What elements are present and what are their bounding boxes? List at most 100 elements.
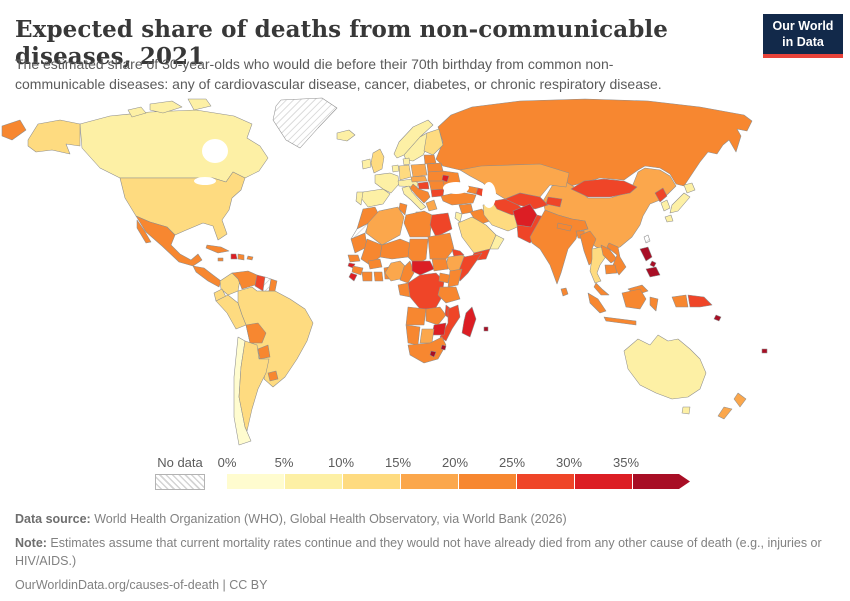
- country-malaysia[interactable]: [593, 282, 610, 296]
- legend-bin-15-20[interactable]: [401, 474, 459, 489]
- country-uruguay[interactable]: [267, 370, 279, 382]
- country-uzbekistan[interactable]: [504, 192, 549, 210]
- country-zambia[interactable]: [425, 306, 447, 326]
- country-iceland[interactable]: [336, 129, 356, 142]
- country-egypt[interactable]: [429, 212, 453, 238]
- country-angola[interactable]: [405, 306, 427, 326]
- country-hungary[interactable]: [417, 181, 430, 190]
- country-lesotho[interactable]: [429, 350, 437, 358]
- country-papua-new-guinea[interactable]: [687, 294, 713, 308]
- country-new-zealand[interactable]: [717, 392, 747, 420]
- country-argentina[interactable]: [238, 340, 270, 432]
- country-botswana[interactable]: [419, 328, 435, 344]
- country-nepal[interactable]: [556, 222, 573, 232]
- country-mozambique[interactable]: [439, 304, 461, 342]
- country-ivory-coast[interactable]: [361, 271, 373, 282]
- legend-bin-30-35[interactable]: [575, 474, 633, 489]
- country-guinea[interactable]: [351, 265, 364, 276]
- country-portugal[interactable]: [355, 191, 364, 206]
- country-ghana[interactable]: [373, 271, 384, 282]
- country-solomon-islands[interactable]: [713, 314, 722, 322]
- country-laos[interactable]: [600, 244, 618, 264]
- country-poland[interactable]: [410, 163, 428, 178]
- country-russia-chukotka[interactable]: [1, 119, 27, 141]
- country-south-africa[interactable]: [407, 336, 447, 364]
- country-uganda[interactable]: [438, 272, 451, 284]
- legend-bin-10-15[interactable]: [343, 474, 401, 489]
- country-mexico[interactable]: [135, 215, 203, 267]
- country-sudan[interactable]: [427, 232, 455, 260]
- country-gabon-congo[interactable]: [397, 282, 411, 298]
- country-paraguay[interactable]: [257, 344, 271, 360]
- country-dominican-republic[interactable]: [237, 253, 245, 261]
- country-libya[interactable]: [403, 210, 433, 238]
- country-tanzania[interactable]: [437, 286, 461, 304]
- country-french-guiana[interactable]: [268, 278, 278, 292]
- country-kenya[interactable]: [447, 268, 463, 288]
- country-vietnam[interactable]: [606, 242, 627, 276]
- legend-bin-35-plus[interactable]: [633, 474, 690, 489]
- country-balkans[interactable]: [409, 183, 431, 204]
- country-central-african-republic[interactable]: [411, 260, 435, 276]
- country-japan[interactable]: [664, 182, 696, 223]
- country-fiji[interactable]: [761, 348, 768, 354]
- country-mauritius[interactable]: [483, 326, 489, 332]
- legend-bin-20-25[interactable]: [459, 474, 517, 489]
- country-greenland[interactable]: [272, 97, 338, 149]
- country-canada-arctic-islands[interactable]: [127, 98, 212, 118]
- country-czech-slovakia[interactable]: [410, 175, 428, 183]
- country-australia[interactable]: [623, 334, 707, 400]
- owid-logo[interactable]: Our World in Data: [763, 14, 843, 59]
- country-baltics[interactable]: [423, 154, 437, 165]
- country-philippines[interactable]: [639, 246, 661, 278]
- country-sri-lanka[interactable]: [560, 287, 569, 297]
- country-ireland[interactable]: [361, 158, 372, 170]
- country-oman[interactable]: [489, 234, 505, 250]
- country-central-america[interactable]: [192, 265, 222, 288]
- country-turkey[interactable]: [440, 191, 477, 206]
- country-bolivia[interactable]: [245, 322, 267, 344]
- country-burkina-faso[interactable]: [367, 258, 383, 270]
- country-madagascar[interactable]: [461, 306, 477, 338]
- country-spain[interactable]: [360, 188, 391, 208]
- country-finland[interactable]: [423, 128, 444, 156]
- country-germany[interactable]: [398, 164, 412, 181]
- country-haiti[interactable]: [230, 253, 238, 260]
- country-romania[interactable]: [428, 180, 446, 191]
- country-norway[interactable]: [393, 119, 434, 159]
- legend-bin-5-10[interactable]: [285, 474, 343, 489]
- country-cambodia[interactable]: [604, 264, 618, 275]
- country-jamaica[interactable]: [217, 257, 224, 262]
- country-north-korea[interactable]: [654, 187, 668, 203]
- country-australia-tasmania[interactable]: [681, 406, 691, 415]
- country-eswatini[interactable]: [440, 344, 447, 351]
- legend-no-data[interactable]: No data: [155, 455, 205, 490]
- country-indonesia[interactable]: [587, 288, 689, 326]
- country-belarus[interactable]: [426, 162, 444, 173]
- country-jordan-israel[interactable]: [454, 211, 463, 223]
- country-puerto-rico[interactable]: [246, 255, 254, 261]
- country-denmark[interactable]: [402, 157, 411, 166]
- country-taiwan[interactable]: [643, 234, 651, 244]
- country-moldova[interactable]: [441, 174, 450, 183]
- country-cuba[interactable]: [205, 244, 230, 254]
- country-france[interactable]: [374, 172, 400, 194]
- citation-line[interactable]: OurWorldinData.org/causes-of-death | CC …: [15, 576, 827, 594]
- country-cameroon[interactable]: [399, 260, 415, 284]
- country-tunisia[interactable]: [398, 202, 408, 216]
- country-netherlands[interactable]: [391, 164, 400, 173]
- country-greece[interactable]: [425, 199, 438, 212]
- country-uk[interactable]: [370, 148, 385, 174]
- country-peru[interactable]: [215, 294, 247, 330]
- country-mongolia[interactable]: [570, 178, 638, 198]
- country-algeria[interactable]: [365, 206, 405, 246]
- country-nigeria[interactable]: [384, 260, 407, 282]
- country-namibia[interactable]: [405, 324, 421, 346]
- legend-bin-0-5[interactable]: [227, 474, 285, 489]
- legend-bin-25-30[interactable]: [517, 474, 575, 489]
- country-south-korea[interactable]: [660, 199, 671, 212]
- country-canada[interactable]: [79, 109, 269, 183]
- country-sierra-leone[interactable]: [348, 272, 358, 282]
- country-senegal[interactable]: [347, 254, 361, 263]
- country-usa-alaska[interactable]: [27, 119, 81, 155]
